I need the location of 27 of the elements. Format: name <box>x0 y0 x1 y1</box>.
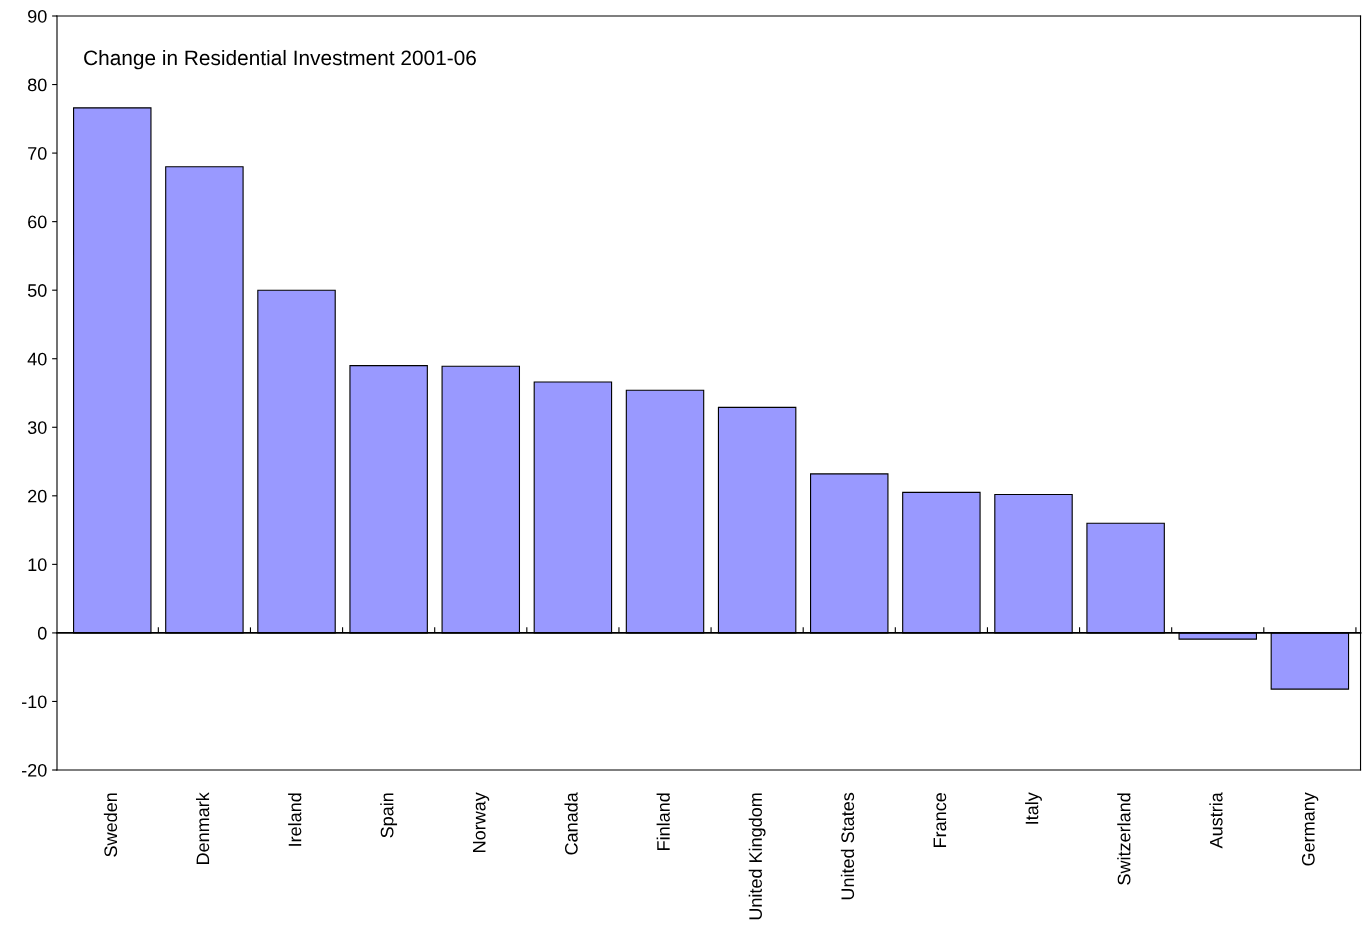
x-tick-label: Sweden <box>103 793 118 857</box>
x-tick-label: Italy <box>1025 792 1042 824</box>
x-tick-label: Germany <box>1301 792 1319 866</box>
y-tick-label: 90 <box>28 9 47 23</box>
x-tick-label: France <box>933 793 947 847</box>
y-tick-label: -20 <box>21 763 47 777</box>
x-tick-label: Denmark <box>195 792 210 864</box>
y-tick-label: -10 <box>21 695 47 709</box>
y-tick-label: 40 <box>27 352 47 366</box>
x-tick-label: Switzerland <box>1117 793 1131 885</box>
y-tick-label: 0 <box>37 626 47 640</box>
y-tick-label: 20 <box>28 489 47 503</box>
y-tick-label: 30 <box>27 421 47 434</box>
x-tick-label: United Kingdom <box>748 793 766 920</box>
x-tick-label: Austria <box>1209 792 1223 849</box>
y-tick-label: 80 <box>27 78 47 92</box>
x-tick-label: Ireland <box>288 793 302 846</box>
y-tick-label: 60 <box>28 215 47 229</box>
x-tick-label: Spain <box>380 793 398 838</box>
y-tick-label: 70 <box>28 147 47 160</box>
x-tick-label: Norway <box>473 792 490 852</box>
x-tick-label: Finland <box>656 793 670 850</box>
x-tick-label: Canada <box>564 792 578 855</box>
x-tick-label: United States <box>840 792 855 900</box>
y-tick-label: 50 <box>27 284 47 297</box>
text: Change in Residential Investment 2001-06 <box>84 49 476 70</box>
y-tick-label: 10 <box>28 558 47 572</box>
